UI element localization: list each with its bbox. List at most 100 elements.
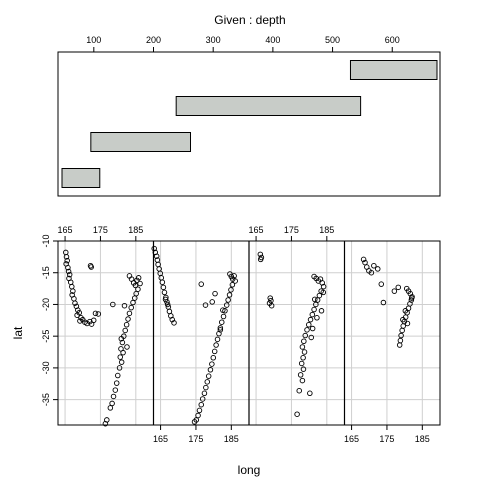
data-point <box>362 259 368 266</box>
coplot-points <box>63 245 415 427</box>
data-point <box>378 281 385 287</box>
data-point <box>368 269 375 276</box>
data-point <box>307 390 313 397</box>
data-point <box>314 297 321 303</box>
data-point <box>225 297 231 303</box>
data-point <box>402 314 409 320</box>
data-point <box>71 295 77 302</box>
data-point <box>211 348 218 355</box>
data-point <box>213 342 219 348</box>
data-point <box>153 253 160 259</box>
data-point <box>304 327 310 333</box>
data-point <box>223 302 230 308</box>
long-tick-label: 165 <box>249 225 264 235</box>
depth-axis-ticks: 100 200 300 400 500 600 <box>86 35 400 52</box>
data-point <box>109 400 115 407</box>
depth-interval-bar <box>349 60 438 80</box>
data-point <box>158 275 165 281</box>
data-point <box>66 271 73 278</box>
data-point <box>307 316 314 323</box>
data-point <box>74 312 80 318</box>
data-point <box>400 323 406 329</box>
data-point <box>220 307 226 313</box>
data-point <box>110 301 116 308</box>
data-point <box>65 264 71 271</box>
data-point <box>135 286 141 292</box>
data-point <box>399 327 405 334</box>
data-point <box>268 302 275 309</box>
long-tick-label: 175 <box>284 225 299 235</box>
data-point <box>67 279 74 285</box>
data-point <box>132 295 138 301</box>
data-point <box>162 296 169 303</box>
data-point <box>90 317 97 324</box>
data-point <box>318 308 325 314</box>
depth-tick-label: 100 <box>86 35 101 45</box>
data-point <box>214 336 221 343</box>
data-point <box>220 313 227 320</box>
lat-tick-label: -10 <box>41 234 51 247</box>
data-point <box>117 354 124 360</box>
data-point <box>316 292 323 299</box>
data-point <box>400 316 406 323</box>
data-point <box>391 288 398 294</box>
lat-tick-label: -20 <box>41 298 51 311</box>
depth-interval-bar <box>175 96 362 116</box>
data-point <box>226 292 233 298</box>
data-point <box>396 342 403 348</box>
data-point <box>137 280 143 287</box>
data-point <box>320 283 327 290</box>
data-point <box>132 282 139 289</box>
data-point <box>302 332 308 339</box>
data-point <box>164 301 171 308</box>
data-point <box>118 359 125 365</box>
data-point <box>219 319 225 325</box>
data-point <box>298 360 305 367</box>
data-point <box>312 296 318 303</box>
data-point <box>297 372 304 378</box>
long-tick-label: 185 <box>224 434 239 444</box>
data-point <box>217 325 224 331</box>
data-point <box>113 380 120 386</box>
data-point <box>198 281 204 287</box>
depth-interval-bars <box>61 60 438 188</box>
data-point <box>320 289 327 296</box>
data-point <box>395 284 402 291</box>
depth-tick-label: 200 <box>146 35 161 45</box>
data-point <box>201 390 208 397</box>
long-tick-label: 175 <box>379 434 394 444</box>
data-point <box>398 332 404 339</box>
data-point <box>196 407 203 414</box>
data-point <box>191 419 198 425</box>
data-point <box>267 295 273 301</box>
data-point <box>151 245 157 252</box>
data-point <box>314 315 320 321</box>
data-point <box>124 344 130 350</box>
depth-tick-label: 300 <box>206 35 221 45</box>
data-point <box>202 302 209 308</box>
data-point <box>77 318 83 324</box>
long-tick-label: 175 <box>93 225 108 235</box>
depth-tick-label: 500 <box>325 35 340 45</box>
data-point <box>130 299 136 306</box>
coplot-axis-ticks: 165 175 185 165 175 185 165 175 185 165 175 185 -10 -… <box>41 225 430 444</box>
data-point <box>360 256 367 263</box>
data-point <box>374 266 381 272</box>
data-point <box>63 254 70 260</box>
data-point <box>311 306 317 313</box>
data-point <box>65 268 72 275</box>
data-point <box>198 401 204 408</box>
data-point <box>166 308 173 315</box>
data-point <box>404 320 411 327</box>
data-point <box>306 322 312 328</box>
long-tick-label: 185 <box>128 225 143 235</box>
data-point <box>64 257 70 264</box>
data-point <box>294 411 300 417</box>
data-point <box>231 273 237 279</box>
data-point <box>92 310 99 317</box>
data-point <box>112 387 119 393</box>
lat-tick-label: -35 <box>41 393 51 406</box>
depth-interval-panel: Given : depth 100 200 300 400 500 600 <box>57 13 441 197</box>
coplot-frame <box>57 240 441 426</box>
